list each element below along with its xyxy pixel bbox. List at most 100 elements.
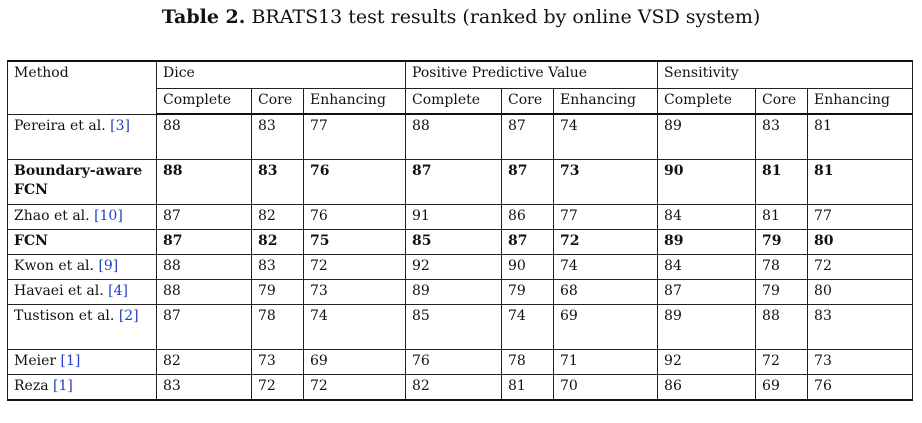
table-row: Kwon et al. [9] 88 83 72 92 90 74 84 78 … bbox=[7, 254, 914, 280]
value-cell: 72 bbox=[807, 254, 914, 280]
citation-link[interactable]: [1] bbox=[60, 353, 81, 369]
table-caption: Table 2. BRATS13 test results (ranked by… bbox=[0, 6, 922, 28]
method-name: Havaei et al. bbox=[14, 283, 109, 299]
value-cell: 69 bbox=[755, 374, 809, 401]
value-cell: 74 bbox=[302, 304, 407, 350]
value-cell: 73 bbox=[553, 159, 659, 205]
sub-header: Complete bbox=[156, 88, 252, 115]
value-cell: 73 bbox=[807, 349, 914, 375]
citation-link[interactable]: [1] bbox=[53, 378, 73, 394]
value-cell: 73 bbox=[302, 279, 407, 305]
value-cell: 86 bbox=[501, 204, 555, 230]
method-cell: Zhao et al. [10] bbox=[7, 204, 157, 230]
method-name: Tustison et al. bbox=[14, 308, 119, 324]
value-cell: 89 bbox=[657, 304, 757, 350]
method-name: Boundary-aware FCN bbox=[14, 163, 143, 198]
sub-header: Core bbox=[251, 88, 304, 115]
value-cell: 83 bbox=[251, 159, 304, 205]
value-cell: 79 bbox=[755, 279, 809, 305]
method-cell: Reza [1] bbox=[7, 374, 157, 401]
table-row: Boundary-aware FCN 88 83 76 87 87 73 90 … bbox=[7, 159, 914, 205]
value-cell: 88 bbox=[405, 113, 503, 160]
value-cell: 79 bbox=[755, 229, 809, 255]
citation-link[interactable]: [3] bbox=[110, 117, 130, 134]
value-cell: 76 bbox=[302, 204, 407, 230]
value-cell: 74 bbox=[501, 304, 555, 350]
group-header-sensitivity: Sensitivity bbox=[657, 60, 914, 89]
value-cell: 72 bbox=[755, 349, 809, 375]
sub-header: Complete bbox=[405, 88, 503, 115]
group-header-ppv: Positive Predictive Value bbox=[405, 60, 659, 89]
value-cell: 87 bbox=[156, 229, 252, 255]
value-cell: 91 bbox=[405, 204, 503, 230]
value-cell: 87 bbox=[501, 113, 555, 160]
citation-link[interactable]: [2] bbox=[118, 308, 139, 324]
value-cell: 87 bbox=[156, 304, 252, 350]
sub-header: Complete bbox=[657, 88, 757, 115]
method-cell: Havaei et al. [4] bbox=[7, 279, 157, 305]
value-cell: 88 bbox=[156, 159, 252, 205]
value-cell: 73 bbox=[251, 349, 304, 375]
sub-header-row: Complete Core Enhancing Complete Core En… bbox=[8, 88, 914, 115]
value-cell: 86 bbox=[657, 374, 757, 401]
value-cell: 85 bbox=[405, 304, 503, 350]
value-cell: 85 bbox=[405, 229, 503, 255]
value-cell: 76 bbox=[807, 374, 914, 401]
value-cell: 83 bbox=[251, 254, 304, 280]
value-cell: 90 bbox=[501, 254, 555, 280]
value-cell: 76 bbox=[405, 349, 503, 375]
method-cell: Kwon et al. [9] bbox=[7, 254, 157, 280]
value-cell: 89 bbox=[657, 229, 757, 255]
value-cell: 79 bbox=[251, 279, 304, 305]
value-cell: 78 bbox=[755, 254, 809, 280]
method-cell: Tustison et al. [2] bbox=[7, 304, 157, 350]
method-name: Zhao et al. bbox=[14, 208, 95, 224]
citation-link[interactable]: [9] bbox=[98, 258, 119, 274]
value-cell: 77 bbox=[807, 204, 914, 230]
value-cell: 81 bbox=[755, 159, 809, 205]
method-cell: Meier [1] bbox=[7, 349, 157, 375]
value-cell: 82 bbox=[251, 204, 304, 230]
value-cell: 88 bbox=[156, 254, 252, 280]
value-cell: 83 bbox=[156, 374, 252, 401]
value-cell: 88 bbox=[156, 113, 252, 160]
value-cell: 87 bbox=[405, 159, 503, 205]
value-cell: 78 bbox=[251, 304, 304, 350]
value-cell: 82 bbox=[251, 229, 304, 255]
value-cell: 87 bbox=[156, 204, 252, 230]
value-cell: 92 bbox=[405, 254, 503, 280]
value-cell: 89 bbox=[405, 279, 503, 305]
value-cell: 72 bbox=[553, 229, 659, 255]
value-cell: 80 bbox=[807, 279, 914, 305]
caption-text: BRATS13 test results (ranked by online V… bbox=[245, 6, 761, 28]
table-row: Tustison et al. [2] 87 78 74 85 74 69 89… bbox=[7, 304, 914, 350]
value-cell: 80 bbox=[807, 229, 914, 255]
caption-label: Table 2. bbox=[161, 6, 246, 28]
table-row: Pereira et al. [3] 88 83 77 88 87 74 89 … bbox=[7, 113, 914, 160]
sub-header: Enhancing bbox=[302, 88, 407, 115]
value-cell: 69 bbox=[302, 349, 407, 375]
value-cell: 87 bbox=[501, 159, 555, 205]
value-cell: 69 bbox=[553, 304, 659, 350]
value-cell: 81 bbox=[755, 204, 809, 230]
table-row: Reza [1] 83 72 72 82 81 70 86 69 76 bbox=[7, 374, 914, 401]
value-cell: 74 bbox=[553, 254, 659, 280]
value-cell: 77 bbox=[553, 204, 659, 230]
value-cell: 87 bbox=[501, 229, 555, 255]
value-cell: 83 bbox=[251, 113, 304, 160]
value-cell: 72 bbox=[302, 254, 407, 280]
value-cell: 72 bbox=[251, 374, 304, 401]
method-name: Reza bbox=[14, 378, 53, 394]
value-cell: 81 bbox=[807, 159, 914, 205]
value-cell: 82 bbox=[405, 374, 503, 401]
value-cell: 70 bbox=[553, 374, 659, 401]
method-cell: Pereira et al. [3] bbox=[7, 113, 157, 160]
value-cell: 83 bbox=[807, 304, 914, 350]
value-cell: 76 bbox=[302, 159, 407, 205]
citation-link[interactable]: [10] bbox=[94, 208, 123, 224]
group-header-dice: Dice bbox=[155, 60, 407, 89]
method-name: FCN bbox=[14, 233, 48, 249]
value-cell: 82 bbox=[156, 349, 252, 375]
value-cell: 71 bbox=[553, 349, 659, 375]
citation-link[interactable]: [4] bbox=[108, 283, 128, 299]
